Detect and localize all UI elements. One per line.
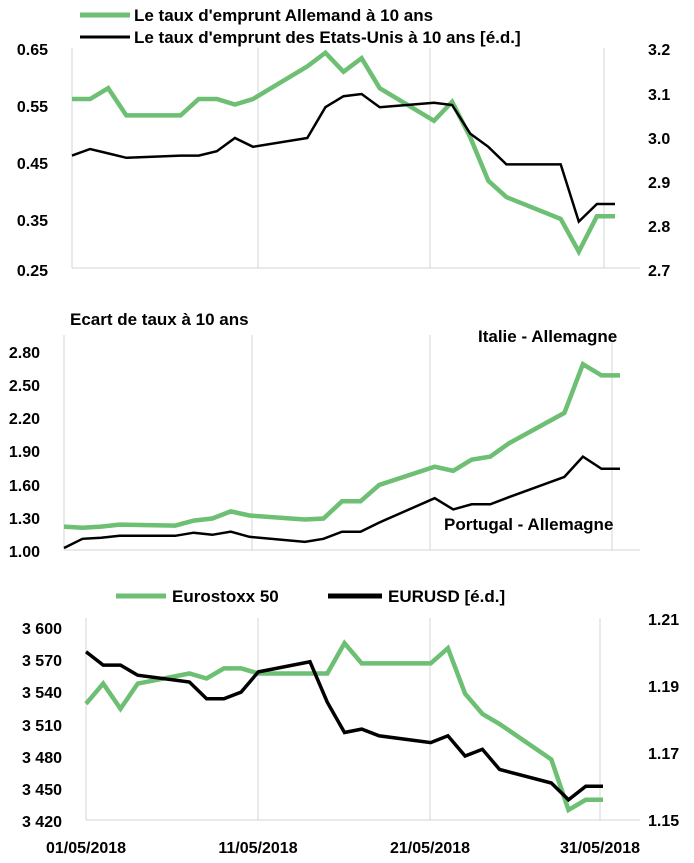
p1-ytick-left: 0.35	[17, 213, 48, 230]
p1-ytick-right: 3.2	[648, 42, 670, 59]
p3-ytick-left: 3 540	[22, 685, 62, 702]
p3-ytick-left: 3 420	[22, 814, 62, 831]
p1-ytick-left: 0.45	[17, 156, 48, 173]
p3-xtick: 01/05/2018	[46, 840, 126, 857]
p3-ytick-right: 1.17	[648, 746, 679, 763]
p3-xtick: 11/05/2018	[218, 840, 297, 857]
legend-label-bund: Le taux d'emprunt Allemand à 10 ans	[134, 6, 433, 25]
p3-xtick: 31/05/2018	[560, 840, 640, 857]
p3-ytick-left: 3 510	[22, 718, 62, 735]
p1-ytick-right: 2.7	[648, 263, 670, 280]
p1-ytick-right: 2.8	[648, 219, 670, 236]
panel2-tick-labels: 2.80 2.50 2.20 1.90 1.60 1.30 1.00	[9, 345, 40, 561]
p2-ytick: 2.80	[9, 345, 40, 362]
series-line-3-1	[84, 639, 603, 814]
panel1-legend: Le taux d'emprunt Allemand à 10 ans Le t…	[80, 6, 521, 47]
panel1-tick-labels: 0.65 0.55 0.45 0.35 0.25 3.2 3.1 3.0 2.9…	[17, 42, 670, 280]
panel3-grid	[257, 618, 601, 820]
p1-ytick-right: 3.1	[648, 87, 670, 104]
p1-ytick-right: 3.0	[648, 131, 670, 148]
p3-ytick-left: 3 600	[22, 621, 62, 638]
p1-ytick-left: 0.55	[17, 99, 48, 116]
p2-ytick: 1.30	[9, 511, 40, 528]
p3-ytick-left: 3 570	[22, 653, 62, 670]
legend-label-eurostoxx: Eurostoxx 50	[172, 587, 279, 606]
series-line-1-1	[72, 49, 615, 257]
p1-ytick-right: 2.9	[648, 175, 670, 192]
panel3-tick-labels: 3 600 3 570 3 540 3 510 3 480 3 450 3 42…	[22, 612, 679, 857]
p2-ytick: 2.50	[9, 378, 40, 395]
p3-ytick-right: 1.19	[648, 679, 679, 696]
p2-ytick: 2.20	[9, 411, 40, 428]
p3-ytick-right: 1.15	[648, 813, 679, 830]
panel2-series	[63, 360, 620, 550]
annotation-portugal: Portugal - Allemagne	[444, 515, 613, 534]
annotation-italie: Italie - Allemagne	[478, 327, 617, 346]
panel3-series	[84, 639, 603, 814]
series-line-3-2	[84, 650, 603, 803]
p2-ytick: 1.60	[9, 478, 40, 495]
legend-label-eurusd: EURUSD [é.d.]	[388, 587, 505, 606]
p3-ytick-left: 3 480	[22, 750, 62, 767]
panel-spreads: Ecart de taux à 10 ans 2.80 2.50 2.20 1.…	[9, 310, 640, 561]
p1-ytick-left: 0.25	[17, 263, 48, 280]
p3-ytick-right: 1.21	[648, 612, 679, 629]
panel2-title: Ecart de taux à 10 ans	[70, 310, 249, 329]
p3-xtick: 21/05/2018	[390, 840, 470, 857]
p2-ytick: 1.90	[9, 444, 40, 461]
panel1-grid	[257, 48, 605, 268]
panel-bund-ust: 0.65 0.55 0.45 0.35 0.25 3.2 3.1 3.0 2.9…	[17, 6, 670, 280]
series-line-1-2	[71, 92, 615, 224]
legend-label-ust: Le taux d'emprunt des Etats-Unis à 10 an…	[134, 28, 521, 47]
panel-eurostoxx-eurusd: Eurostoxx 50 EURUSD [é.d.] 3 600 3 570 3…	[22, 587, 679, 857]
panel3-legend: Eurostoxx 50 EURUSD [é.d.]	[116, 587, 505, 606]
p2-ytick: 1.00	[9, 544, 40, 561]
p3-ytick-left: 3 450	[22, 782, 62, 799]
series-line-2-2	[63, 454, 620, 550]
panel1-series	[71, 49, 615, 257]
p1-ytick-left: 0.65	[17, 42, 48, 59]
series-line-2-1	[63, 360, 620, 530]
